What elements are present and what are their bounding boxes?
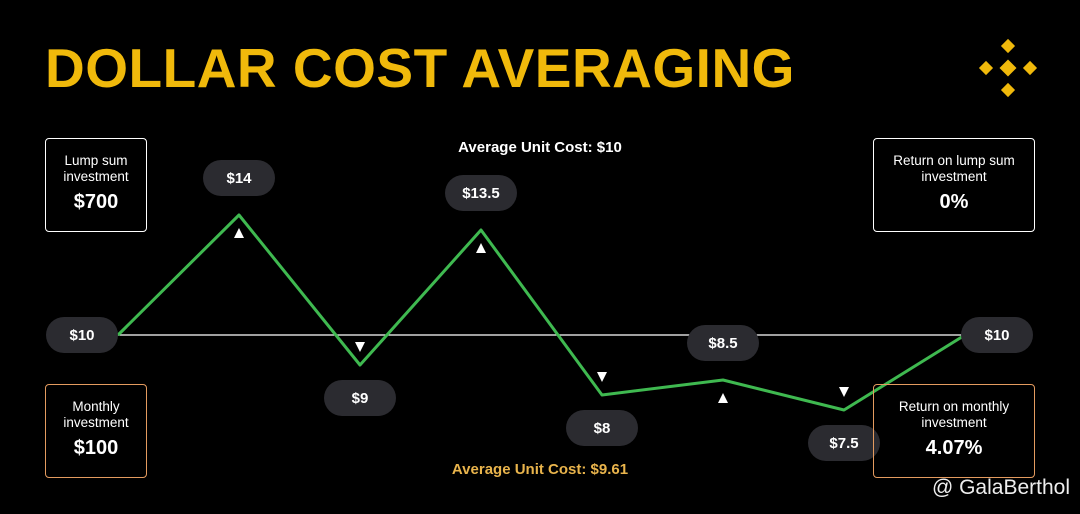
- direction-marker: [718, 393, 728, 403]
- monthly-average: Average Unit Cost: $9.61: [451, 461, 629, 478]
- value-label: $14: [226, 170, 252, 187]
- monthly-return: 4.07%: [925, 437, 983, 459]
- lump-box: Lump sum investment $700: [45, 138, 147, 232]
- logo: [978, 38, 1038, 98]
- direction-marker: [234, 228, 244, 238]
- value-label: $9: [352, 390, 369, 407]
- lump-return: 0%: [939, 191, 969, 213]
- value-pill: [566, 410, 638, 446]
- lump-amount: $700: [73, 191, 119, 213]
- watermark: @ GalaBerthol: [931, 476, 1070, 499]
- value-pill: [808, 425, 880, 461]
- chart-title: DOLLAR COST AVERAGING: [45, 37, 795, 99]
- value-label: $10: [984, 327, 1009, 344]
- monthly-amount: $100: [73, 437, 119, 459]
- monthly-return-label: Return on monthly investment: [898, 399, 1010, 430]
- value-pill: [961, 317, 1033, 353]
- value-pill: [203, 160, 275, 196]
- direction-marker: [476, 243, 486, 253]
- price-line: [116, 213, 966, 412]
- value-pill: [46, 317, 118, 353]
- value-pill: [324, 380, 396, 416]
- direction-marker: [597, 372, 607, 382]
- value-pill: [687, 325, 759, 361]
- monthly-label: Monthly investment: [63, 399, 129, 430]
- value-label: $8: [594, 420, 611, 437]
- lump-return-box: Return on lump sum investment 0%: [873, 138, 1035, 232]
- value-pill: [445, 175, 517, 211]
- lump-average: Average Unit Cost: $10: [458, 139, 622, 156]
- monthly-box: Monthly investment $100: [45, 384, 147, 478]
- value-label: $7.5: [829, 435, 858, 452]
- direction-marker: [355, 342, 365, 352]
- direction-marker: [839, 387, 849, 397]
- lump-label: Lump sum investment: [63, 153, 129, 184]
- lump-return-label: Return on lump sum investment: [893, 153, 1015, 184]
- monthly-return-box: Return on monthly investment 4.07%: [873, 384, 1035, 478]
- value-label: $13.5: [462, 185, 500, 202]
- value-label: $10: [69, 327, 94, 344]
- value-label: $8.5: [708, 335, 737, 352]
